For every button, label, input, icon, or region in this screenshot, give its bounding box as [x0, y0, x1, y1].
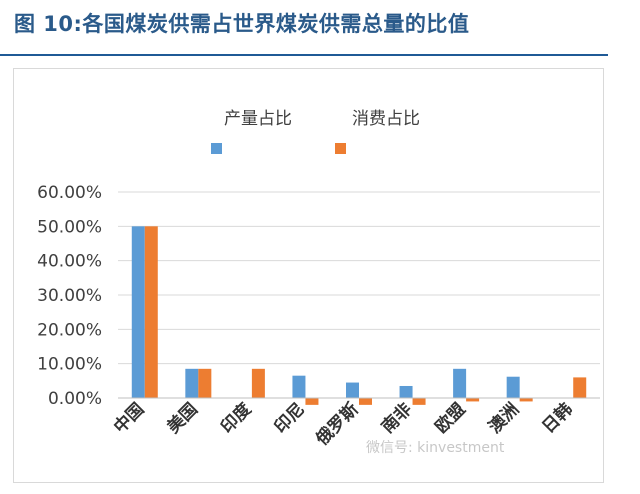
- legend-swatch-consumption: [335, 143, 346, 154]
- title-rule: [0, 54, 608, 56]
- watermark: 微信号: kinvestment: [366, 440, 505, 456]
- legend-label-production: 产量占比: [224, 109, 292, 129]
- legend-label-consumption: 消费占比: [352, 109, 420, 129]
- legend-swatch-production: [211, 143, 222, 154]
- figure-title: 图 10:各国煤炭供需占世界煤炭供需总量的比值: [14, 12, 470, 36]
- chart-frame: [13, 68, 604, 483]
